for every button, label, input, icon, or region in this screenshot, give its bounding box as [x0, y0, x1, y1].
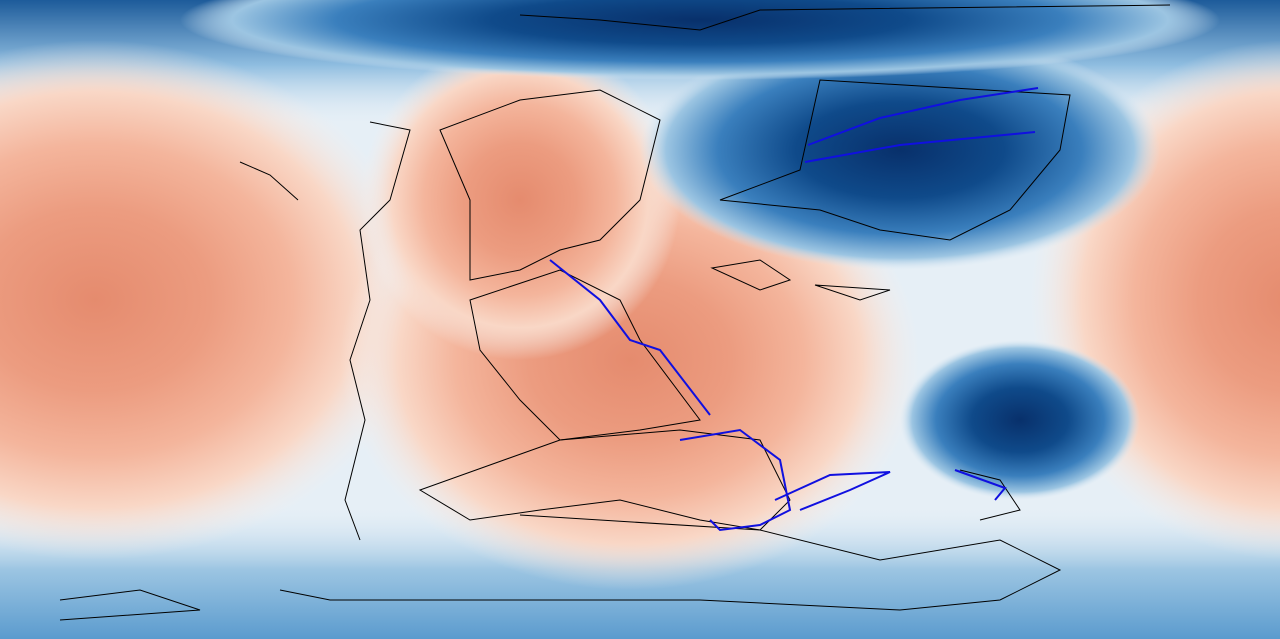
- coast: [959, 469, 1021, 521]
- coast: [814, 284, 891, 301]
- coast: [344, 121, 411, 541]
- coast: [279, 514, 1062, 611]
- boundaries: [549, 87, 1039, 532]
- coast: [418, 429, 791, 531]
- coast: [519, 4, 1171, 31]
- boundary: [774, 471, 891, 511]
- coast: [439, 89, 661, 281]
- boundary: [679, 428, 792, 532]
- coast: [469, 269, 701, 441]
- anomaly-cold-top: [180, 0, 1220, 80]
- anomaly-cold-east: [900, 340, 1140, 500]
- coastlines: [59, 4, 1171, 621]
- coast: [719, 79, 1071, 241]
- anomaly-north: [360, 40, 680, 360]
- coast: [59, 589, 201, 621]
- boundary: [954, 469, 1007, 501]
- boundary: [549, 259, 711, 416]
- boundary: [807, 87, 1039, 146]
- coast: [710, 259, 792, 291]
- anomaly-west: [0, 40, 425, 560]
- coast: [239, 161, 299, 201]
- boundary: [804, 131, 1036, 163]
